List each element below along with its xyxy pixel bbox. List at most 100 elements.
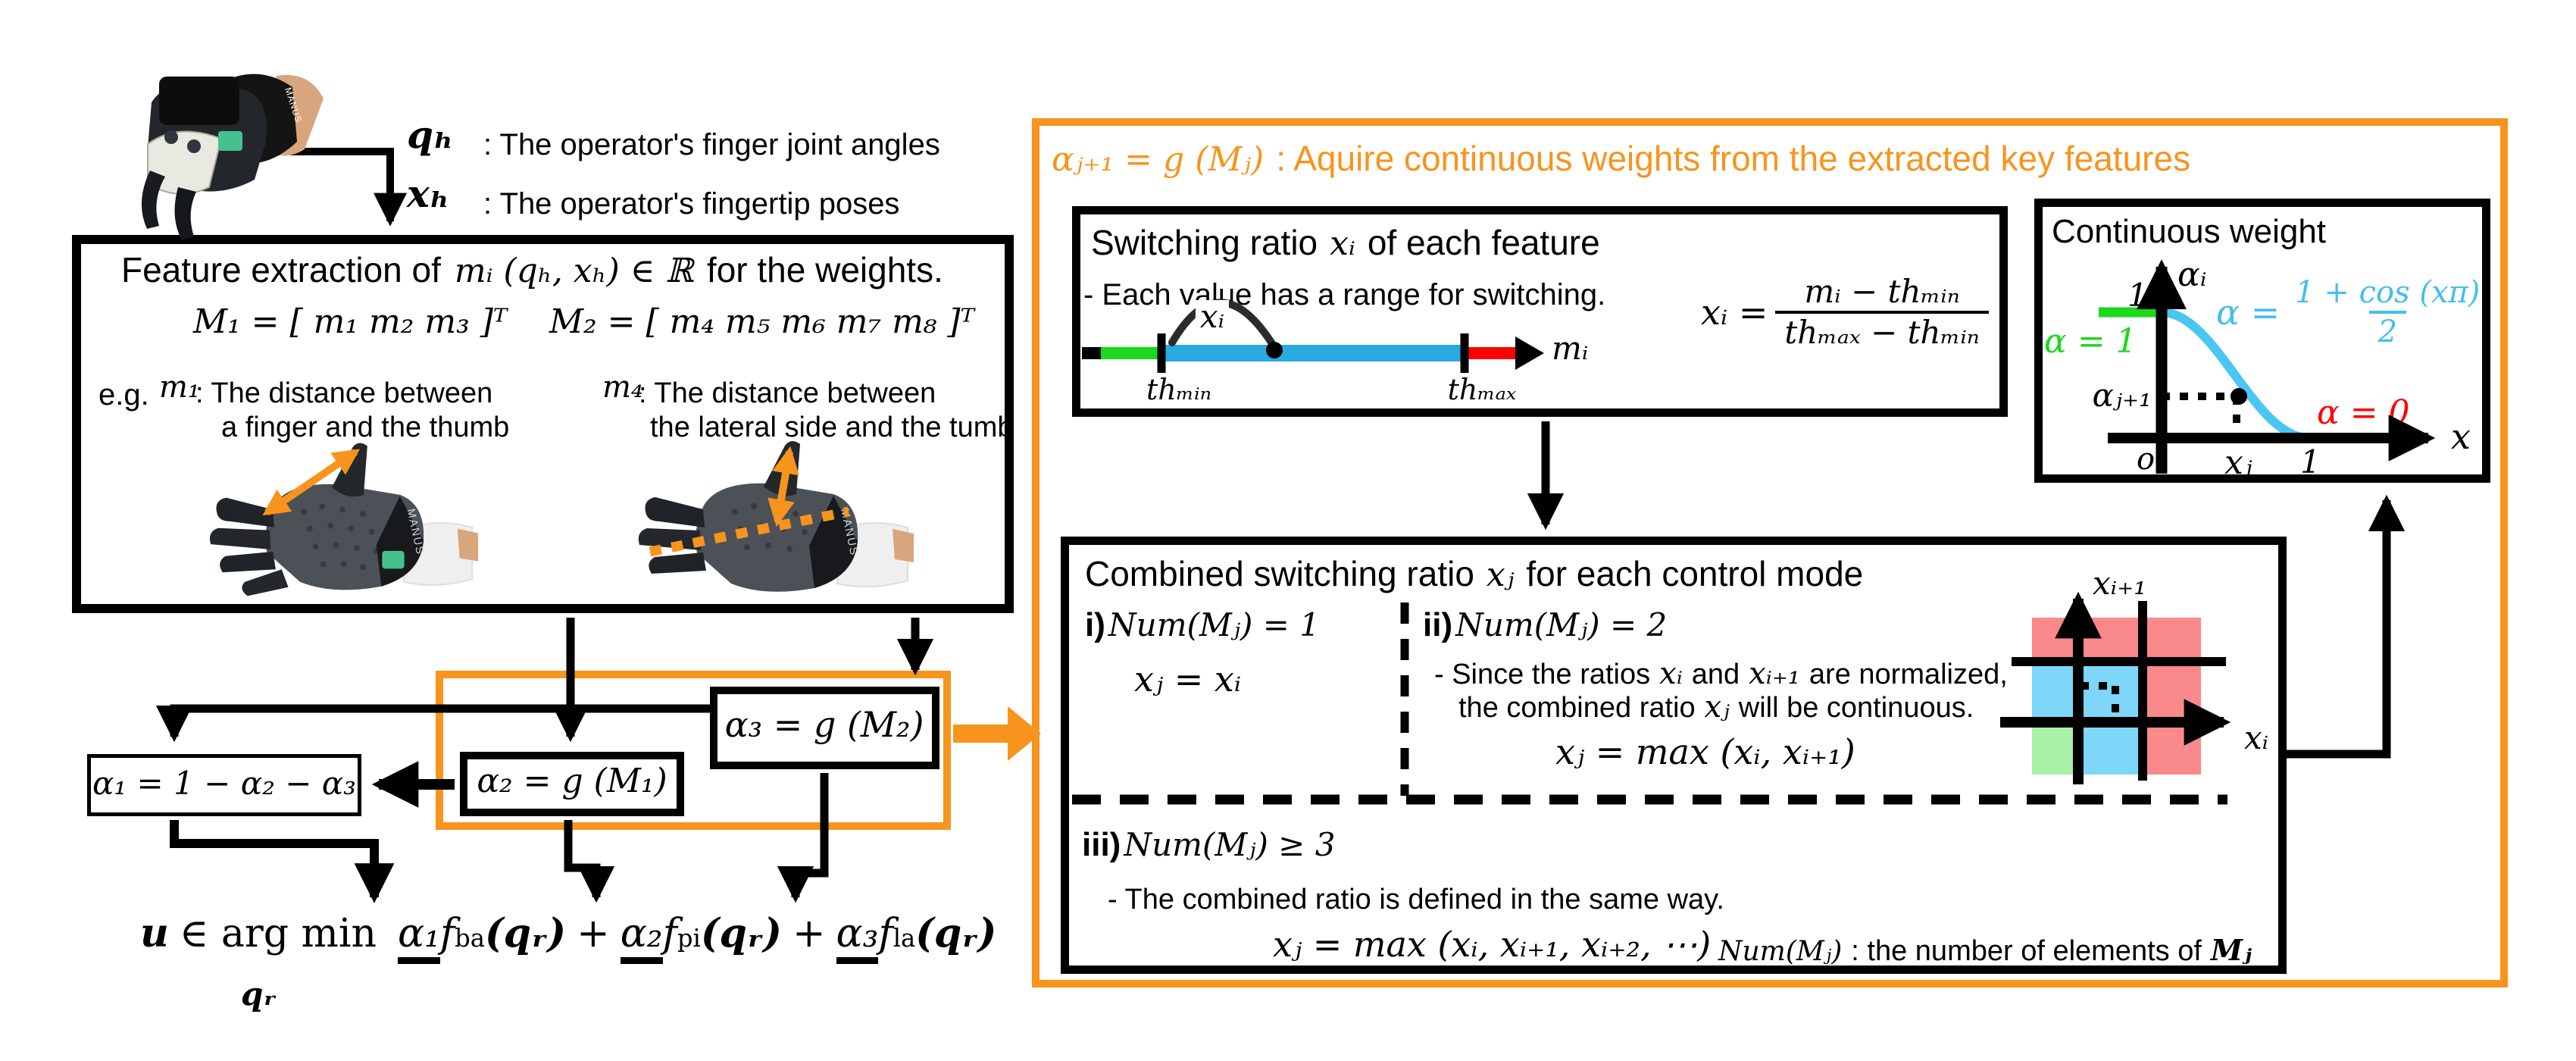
- panel-header-math: αⱼ₊₁ = g (Mⱼ): [1052, 140, 1265, 179]
- alpha3-weight: α₃: [836, 913, 879, 964]
- case1-heading: i) Num(Mⱼ) = 1: [1085, 607, 1320, 643]
- case2-condition: Num(Mⱼ) = 2: [1455, 606, 1668, 643]
- case2-heading: ii) Num(Mⱼ) = 2: [1423, 606, 1668, 643]
- arrow-alpha3-to-alpha1: [155, 704, 710, 743]
- objective-equation: u ∈ arg min α₁ f ba (qᵣ) + α₂ f pi (qᵣ) + α₃ f l…: [140, 910, 996, 964]
- case3-heading: iii) Num(Mⱼ) ≥ 3: [1082, 826, 1336, 863]
- weight-curve-eq-fraction: 1 + cos (xπ) 2: [2286, 274, 2489, 350]
- feature-m1-vector: M₁ = [ m₁ m₂ m₃ ]ᵀ: [193, 302, 508, 341]
- weight-box: [2034, 199, 2490, 483]
- case2-bullet-line2: the combined ratio xⱼ will be continuous…: [1458, 691, 1974, 724]
- switching-equation: xᵢ = mᵢ − thₘᵢₙ thₘₐₓ − thₘᵢₙ: [1701, 273, 1989, 352]
- weight-curve-eq-numerator: 1 + cos (xπ): [2295, 275, 2481, 310]
- f-la: f: [878, 911, 893, 956]
- alpha1-equation: α₁ = 1 − α₂ − α₃: [92, 765, 356, 802]
- case2-label: ii): [1423, 606, 1453, 643]
- case1-equation: xⱼ = xᵢ: [1134, 659, 1242, 700]
- combined-title: Combined switching ratio xⱼ for each con…: [1085, 556, 1863, 593]
- objective-term-lateral: α₃ f la (qᵣ): [836, 911, 996, 964]
- case2-line2-a: the combined ratio: [1458, 692, 1696, 724]
- arrow-alpha1-to-eq: [170, 820, 395, 903]
- f-ba-arg: (qᵣ): [485, 910, 567, 956]
- f-la-subscript: la: [893, 924, 916, 953]
- f-ba: f: [439, 911, 455, 956]
- f-pi-arg: (qᵣ): [700, 910, 782, 956]
- switching-eq-fraction: mᵢ − thₘᵢₙ thₘₐₓ − thₘᵢₙ: [1775, 273, 1989, 352]
- weight-title: Continuous weight: [2052, 213, 2327, 250]
- switching-title-math: xᵢ: [1330, 224, 1355, 263]
- feature-title-pre: Feature extraction of: [121, 250, 441, 290]
- switching-bullet: - Each value has a range for switching.: [1083, 278, 1606, 311]
- num-note-text: : the number of elements of: [1851, 935, 2202, 967]
- weight-cos-curve: [2161, 308, 2309, 443]
- case3-condition: Num(Mⱼ) ≥ 3: [1124, 826, 1336, 863]
- switching-eq-numerator: mᵢ − thₘᵢₙ: [1804, 273, 1960, 310]
- arrow-combined-to-weight: [2287, 494, 2406, 759]
- num-note-math: Num(Mⱼ): [1718, 936, 1843, 967]
- panel-header-text: : Aquire continuous weights from the ext…: [1276, 139, 2191, 178]
- quadrant-y-axis-label: xᵢ₊₁: [2093, 565, 2147, 602]
- arrow-alpha3-to-eq: [777, 773, 829, 903]
- right-orange-panel: [1032, 118, 2508, 987]
- weight-dotted-guides: [2162, 393, 2240, 433]
- weight-alpha-j1-label: αⱼ₊₁: [2092, 377, 2152, 414]
- switching-box: [1072, 206, 2008, 417]
- alpha3-equation: α₃ = g (M₂): [724, 704, 924, 745]
- switching-eq-denominator: thₘₐₓ − thₘᵢₙ: [1775, 311, 1989, 352]
- weight-origin-label: o: [2137, 442, 2156, 477]
- arrow-alpha2-to-eq: [564, 820, 615, 903]
- switching-numberline: [1082, 299, 1544, 373]
- numberline-arrowhead: [1515, 336, 1544, 370]
- combined-box: [1061, 537, 2287, 974]
- feature-title-math: mᵢ (qₕ, xₕ) ∈ ℝ: [454, 252, 693, 290]
- f-ba-subscript: ba: [455, 924, 486, 953]
- weight-x-tick-1: 1: [2300, 443, 2321, 480]
- quadrant-green-region: [2032, 722, 2078, 775]
- quadrant-plot: [2000, 591, 2231, 784]
- weight-curve-eq-denominator: 2: [2368, 311, 2407, 350]
- switching-title-post: of each feature: [1367, 223, 1600, 262]
- feature-m4-desc-line2: the lateral side and the tumb: [650, 412, 1014, 443]
- combined-title-post: for each control mode: [1526, 554, 1864, 593]
- alpha1-weight: α₁: [397, 913, 440, 964]
- case2-line2-b: will be continuous.: [1738, 692, 1974, 724]
- alpha3-box: [710, 687, 939, 769]
- quadrant-x-axis-label: xᵢ: [2244, 719, 2269, 756]
- objective-term-base: α₁ f ba (qᵣ): [397, 910, 567, 964]
- glove-photo-lateral-distance: MANUS: [638, 440, 914, 592]
- f-pi-subscript: pi: [677, 924, 701, 953]
- alpha2-equation: α₂ = g (M₁): [477, 762, 667, 800]
- alpha2-box: [460, 752, 684, 816]
- case3-label: iii): [1082, 826, 1121, 863]
- glove-device-photo: MANUS: [141, 74, 324, 240]
- thumb-finger-distance-arrow: [262, 449, 361, 516]
- num-note-mj: Mⱼ: [2210, 933, 2252, 967]
- case2-line1-a: - Since the ratios: [1434, 659, 1651, 690]
- case2-line1-xi: xᵢ: [1659, 656, 1683, 691]
- glove-photo-thumb-distance: MANUS: [209, 443, 479, 596]
- plus-1: +: [577, 911, 610, 956]
- switching-eq-lhs: xᵢ =: [1701, 291, 1768, 333]
- qh-description: : The operator's finger joint angles: [483, 128, 940, 161]
- objective-relation: ∈ arg min: [179, 911, 377, 956]
- case2-line1-c: are normalized,: [1809, 659, 2008, 690]
- feature-title: Feature extraction of mᵢ (qₕ, xₕ) ∈ ℝ fo…: [121, 252, 943, 289]
- weight-sum-orange-rect: [436, 671, 951, 830]
- objective-u: u: [140, 910, 169, 956]
- th-min-label: thₘᵢₙ: [1146, 373, 1212, 406]
- feature-m2-vector: M₂ = [ m₄ m₅ m₆ m₇ m₈ ]ᵀ: [549, 302, 975, 341]
- xi-dot: [1266, 342, 1283, 358]
- weight-alpha-eq-1: α = 1: [2044, 322, 2137, 361]
- weight-curve-dot: [2231, 388, 2247, 405]
- weight-x-axis-label: x: [2451, 416, 2471, 457]
- weight-curve-eq-lhs: α =: [2216, 291, 2281, 333]
- objective-term-pinch: α₂ f pi (qᵣ): [620, 910, 782, 964]
- feature-m1-desc-line2: a finger and the thumb: [221, 412, 510, 443]
- case2-line1-and: and: [1691, 659, 1740, 690]
- numberline-mi-label: mᵢ: [1552, 330, 1589, 367]
- f-pi: f: [662, 911, 677, 956]
- case2-line1-xi1: xᵢ₊₁: [1749, 656, 1800, 691]
- feature-eg-label: e.g.: [98, 378, 149, 412]
- plus-2: +: [792, 911, 826, 956]
